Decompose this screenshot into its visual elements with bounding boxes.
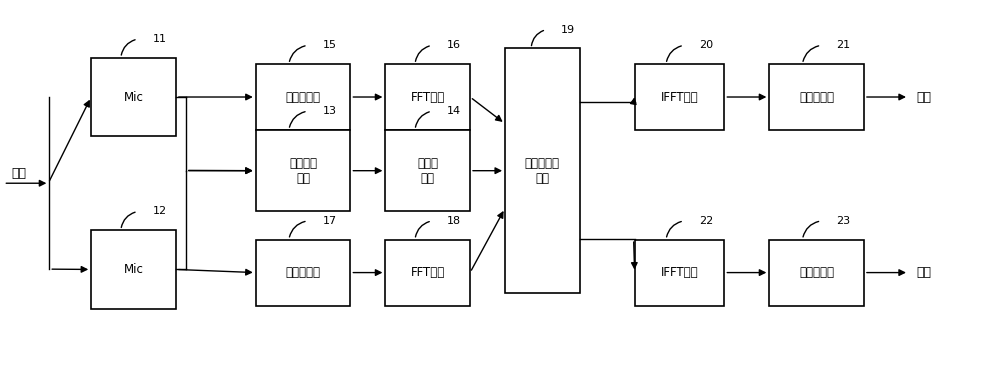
Bar [505,49,580,293]
Bar [635,64,724,130]
Text: 17: 17 [323,216,337,226]
Text: 输入: 输入 [12,167,27,180]
Text: 综合窗模块: 综合窗模块 [799,266,834,279]
Bar [91,58,176,136]
Text: Mic: Mic [124,91,143,103]
Text: FFT模块: FFT模块 [411,91,445,103]
Bar [769,240,864,305]
Text: 11: 11 [153,34,167,44]
Bar [769,64,864,130]
Text: 12: 12 [153,207,167,216]
Text: 输出: 输出 [917,266,932,279]
Text: 互相关
模块: 互相关 模块 [417,157,438,185]
Text: 综合窗模块: 综合窗模块 [799,91,834,103]
Text: 13: 13 [323,106,337,116]
Bar [256,64,350,130]
Bar [635,240,724,305]
Bar [91,230,176,309]
Text: 15: 15 [323,40,337,50]
Text: 带通滤波
模块: 带通滤波 模块 [289,157,317,185]
Text: 18: 18 [447,216,461,226]
Bar [385,130,470,211]
Text: 16: 16 [447,40,461,50]
Text: IFFT模块: IFFT模块 [661,266,698,279]
Text: 22: 22 [699,216,713,226]
Bar [385,240,470,305]
Text: 分析窗模块: 分析窗模块 [286,266,321,279]
Text: 23: 23 [836,216,850,226]
Text: 20: 20 [699,40,713,50]
Bar [256,130,350,211]
Bar [256,240,350,305]
Bar [385,64,470,130]
Text: 分析窗模块: 分析窗模块 [286,91,321,103]
Text: 风噪声抑制
模块: 风噪声抑制 模块 [525,157,560,185]
Text: FFT模块: FFT模块 [411,266,445,279]
Text: 21: 21 [836,40,850,50]
Text: IFFT模块: IFFT模块 [661,91,698,103]
Text: 19: 19 [561,25,575,34]
Text: 14: 14 [447,106,461,116]
Text: Mic: Mic [124,263,143,276]
Text: 输出: 输出 [917,91,932,103]
